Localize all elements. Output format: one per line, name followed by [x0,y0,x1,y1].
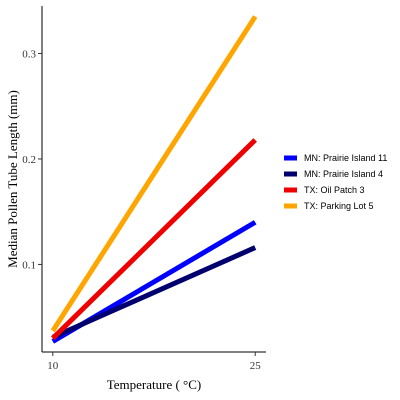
y-axis-title: Median Pollen Tube Length (mm) [5,90,20,268]
y-tick-label-3: 0.3 [22,48,36,60]
legend-label-4: TX: Parking Lot 5 [304,201,374,211]
legend-label-2: MN: Prairie Island 4 [304,169,383,179]
legend-label-3: TX: Oil Patch 3 [304,185,365,195]
legend-label-1: MN: Prairie Island 11 [304,153,387,163]
series-line-2 [51,245,257,340]
legend: MN: Prairie Island 11 MN: Prairie Island … [284,153,387,211]
x-tick-label-2: 25 [250,360,262,372]
series-layer [50,15,258,344]
series-line-4 [50,15,258,333]
x-axis-title: Temperature ( °C) [107,377,202,392]
y-ticks: 0.1 0.2 0.3 [22,48,42,271]
y-tick-label-2: 0.2 [22,154,36,166]
x-ticks: 10 25 [47,352,261,372]
series-line-3 [51,138,257,341]
y-tick-label-1: 0.1 [22,259,36,271]
x-tick-label-1: 10 [47,360,59,372]
plot-area: 10 25 0.1 0.2 0.3 [22,6,266,372]
